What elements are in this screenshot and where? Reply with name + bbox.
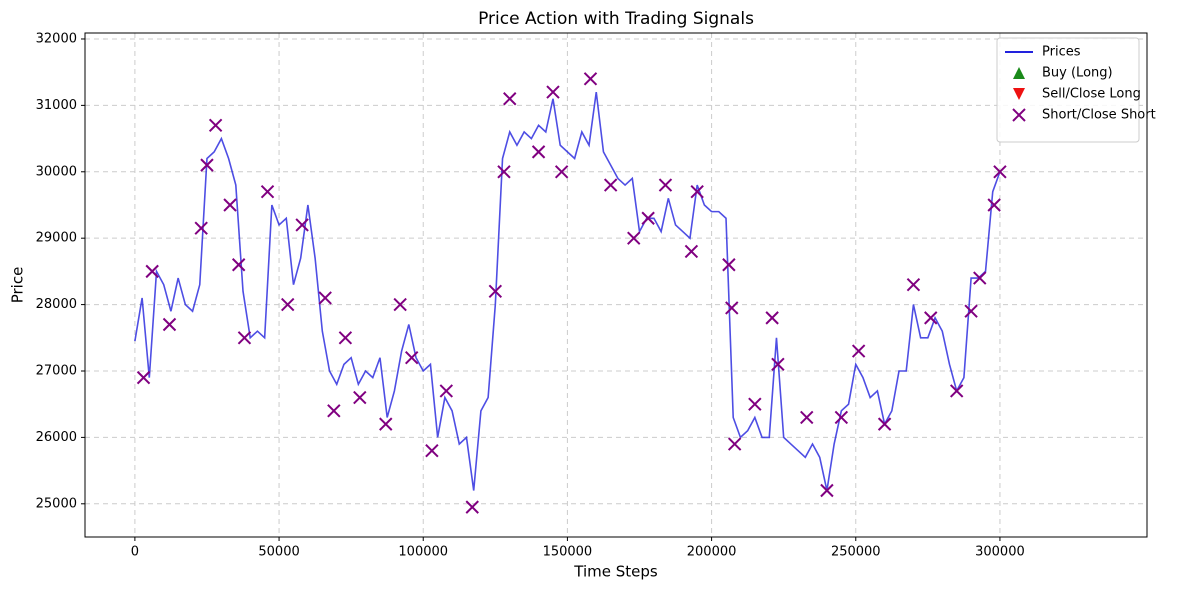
signal-marker <box>425 443 439 458</box>
y-tick-label: 26000 <box>36 430 77 445</box>
signal-marker <box>554 165 569 179</box>
legend-box <box>996 37 1140 143</box>
signal-marker <box>973 271 987 285</box>
signal-marker <box>641 211 655 225</box>
signal-marker <box>162 317 177 332</box>
plot-frame <box>84 32 1148 538</box>
signal-marker <box>200 158 214 172</box>
y-tick-label: 32000 <box>36 31 77 46</box>
y-tick-label: 29000 <box>36 231 77 246</box>
signal-marker <box>488 284 503 299</box>
signal-marker <box>765 311 779 325</box>
signal-marker <box>727 437 742 451</box>
signal-marker <box>906 277 921 292</box>
legend-swatch <box>1013 67 1025 79</box>
signal-marker <box>281 297 295 312</box>
signal-marker <box>603 178 618 192</box>
signal-marker <box>393 297 407 312</box>
signal-marker <box>877 417 892 431</box>
legend-label: Short/Close Short <box>1042 108 1156 123</box>
signal-marker <box>748 397 762 411</box>
signal-marker <box>136 370 151 385</box>
signal-marker <box>208 118 223 133</box>
y-tick-label: 28000 <box>36 297 77 312</box>
legend-swatch <box>1012 108 1026 122</box>
signal-marker <box>964 304 978 318</box>
signal-marker <box>404 351 419 365</box>
signal-marker <box>465 500 479 514</box>
signal-marker <box>820 483 834 498</box>
chart-title: Price Action with Trading Signals <box>478 9 754 29</box>
signal-marker <box>231 258 246 272</box>
y-tick-label: 27000 <box>36 363 77 378</box>
y-axis-label: Price <box>9 267 27 304</box>
legend-label: Sell/Close Long <box>1042 87 1141 102</box>
signal-marker <box>987 198 1001 212</box>
signal-marker <box>260 184 275 199</box>
signal-marker <box>497 165 511 179</box>
x-axis-label: Time Steps <box>573 563 658 581</box>
signal-marker <box>145 264 159 279</box>
signal-marker <box>353 390 367 405</box>
x-tick-label: 100000 <box>398 545 448 560</box>
price-line <box>134 91 1001 491</box>
x-tick-label: 0 <box>131 545 139 560</box>
signal-marker <box>627 231 641 245</box>
signal-marker <box>379 417 393 431</box>
signal-marker <box>327 404 341 418</box>
signal-marker <box>318 291 332 305</box>
x-tick-label: 250000 <box>831 545 881 560</box>
x-tick-label: 150000 <box>543 545 593 560</box>
signal-marker <box>834 410 849 425</box>
signal-marker <box>722 258 736 272</box>
legend-label: Buy (Long) <box>1042 66 1113 81</box>
signal-marker <box>690 184 704 199</box>
signal-marker <box>851 344 866 358</box>
signal-marker <box>194 221 208 235</box>
signal-marker <box>338 331 353 345</box>
legend-swatch <box>1013 88 1025 100</box>
signal-marker <box>531 145 546 159</box>
signal-marker <box>658 178 673 192</box>
signal-marker <box>725 301 739 315</box>
x-tick-label: 50000 <box>258 545 299 560</box>
signal-marker <box>771 357 785 372</box>
signal-marker <box>924 311 938 325</box>
signal-marker <box>503 92 517 106</box>
signal-marker <box>223 198 237 212</box>
signal-marker <box>993 165 1007 179</box>
signal-marker <box>295 218 309 232</box>
signal-marker <box>546 85 560 99</box>
signal-marker <box>439 384 454 398</box>
y-tick-label: 31000 <box>36 98 77 113</box>
y-tick-label: 25000 <box>36 496 77 511</box>
signal-marker <box>684 244 699 259</box>
x-tick-label: 300000 <box>975 545 1025 560</box>
signal-marker <box>800 410 814 425</box>
x-tick-label: 200000 <box>687 545 737 560</box>
y-tick-label: 30000 <box>36 164 77 179</box>
signal-marker <box>583 72 598 86</box>
legend-label: Prices <box>1042 45 1081 60</box>
signal-marker <box>949 384 964 398</box>
signal-marker <box>237 331 252 345</box>
